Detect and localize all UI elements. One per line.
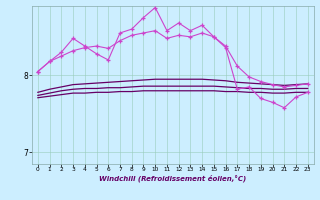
X-axis label: Windchill (Refroidissement éolien,°C): Windchill (Refroidissement éolien,°C): [99, 175, 246, 182]
